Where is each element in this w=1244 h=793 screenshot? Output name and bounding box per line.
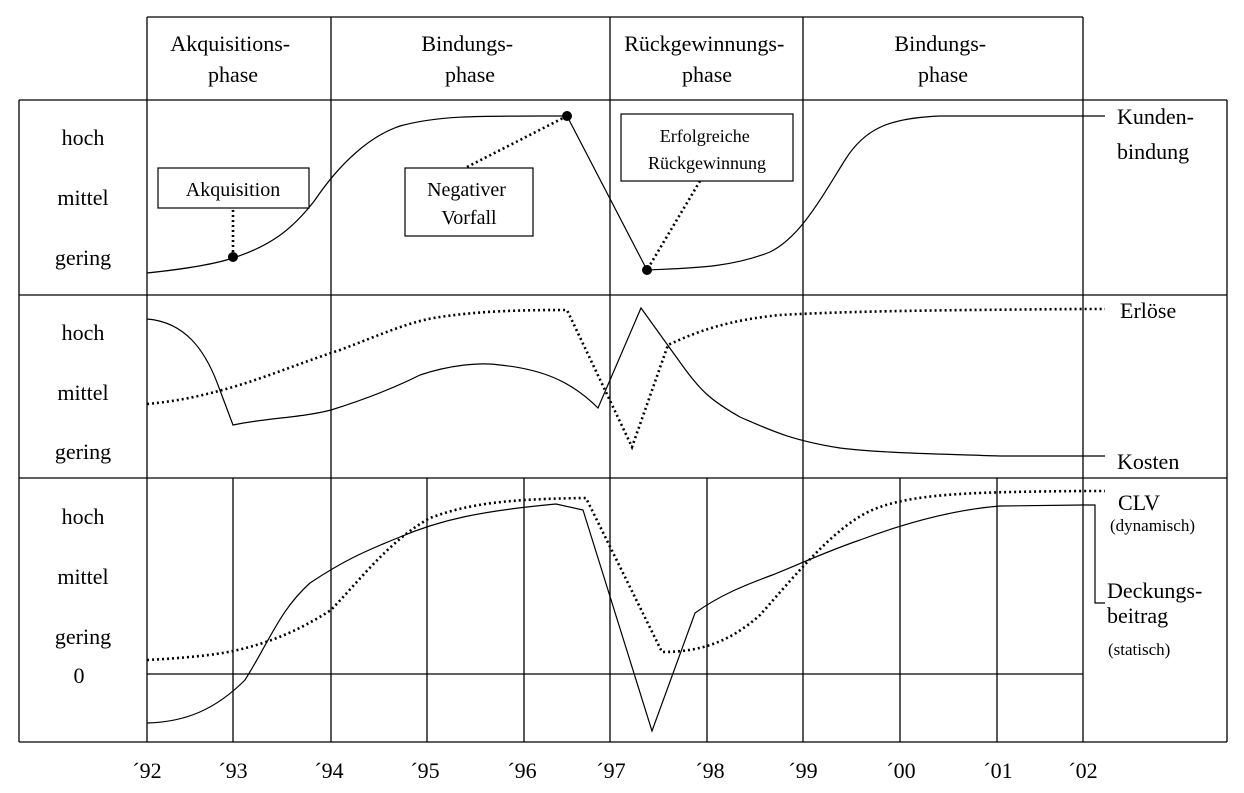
series-label-line: Deckungs- xyxy=(1107,578,1202,603)
phase-header-retention-2: Bindungs- phase xyxy=(894,31,991,87)
year-label-01: ´01 xyxy=(983,758,1012,783)
negativer-vorfall-connector xyxy=(466,114,568,169)
band3-level-mid: mittel xyxy=(57,564,108,589)
band-erloese-kosten: Erlöse Kosten xyxy=(146,298,1179,474)
phase-header-line: Akquisitions- xyxy=(170,31,290,56)
erloese-label: Erlöse xyxy=(1120,298,1176,323)
band2-level-mid: mittel xyxy=(57,380,108,405)
year-label-93: ´93 xyxy=(218,758,247,783)
year-label-99: ´99 xyxy=(788,758,817,783)
phase-header-line: phase xyxy=(918,62,968,87)
callout-line: Rückgewinnung xyxy=(648,153,766,173)
phase-headers: Akquisitions- phase Bindungs- phase Rück… xyxy=(170,31,991,87)
level-labels: hoch mittel gering hoch mittel gering ho… xyxy=(55,125,111,688)
band-kundenbindung: Akquisition Negativer Vorfall Erfolgreic… xyxy=(146,104,1199,275)
phase-header-retention-1: Bindungs- phase xyxy=(421,31,518,87)
deckungsbeitrag-label: Deckungs- beitrag xyxy=(1107,578,1208,628)
series-label-line: bindung xyxy=(1117,139,1189,164)
series-label-line: beitrag xyxy=(1107,603,1168,628)
band1-level-low: gering xyxy=(55,245,111,270)
year-label-97: ´97 xyxy=(596,758,625,783)
rueckgewinnung-callout: Erfolgreiche Rückgewinnung xyxy=(648,126,766,173)
phase-header-recovery: Rückgewinnungs- phase xyxy=(624,31,790,87)
phase-header-line: phase xyxy=(682,62,732,87)
akquisition-marker xyxy=(228,252,238,262)
year-label-00: ´00 xyxy=(886,758,915,783)
akquisition-callout-box xyxy=(157,167,310,209)
band3-level-zero: 0 xyxy=(74,663,85,688)
callout-line: Vorfall xyxy=(441,207,497,229)
callout-line: Negativer xyxy=(427,179,506,201)
year-label-92: ´92 xyxy=(132,758,161,783)
negativer-vorfall-callout: Negativer Vorfall xyxy=(427,179,511,229)
phase-header-acquisition: Akquisitions- phase xyxy=(170,31,295,87)
negativer-vorfall-marker xyxy=(562,111,572,121)
phase-header-line: phase xyxy=(445,62,495,87)
year-label-96: ´96 xyxy=(507,758,536,783)
band-clv-deckungsbeitrag: CLV (dynamisch) Deckungs- beitrag (stati… xyxy=(146,489,1208,733)
grid xyxy=(18,16,1228,743)
kundenbindung-label: Kunden- bindung xyxy=(1117,104,1199,164)
negativer-vorfall-callout-box xyxy=(404,167,534,237)
kundenbindung-curve xyxy=(146,115,1105,274)
clv-note: (dynamisch) xyxy=(1110,516,1195,535)
year-label-95: ´95 xyxy=(410,758,439,783)
clv-curve xyxy=(146,489,1105,662)
band3-level-low: gering xyxy=(55,624,111,649)
year-label-94: ´94 xyxy=(314,758,343,783)
phase-header-line: phase xyxy=(208,62,258,87)
year-label-98: ´98 xyxy=(695,758,724,783)
phase-header-line: Bindungs- xyxy=(894,31,986,56)
callout-line: Erfolgreiche xyxy=(660,126,750,146)
band1-level-high: hoch xyxy=(62,125,105,150)
clv-label: CLV xyxy=(1118,490,1160,515)
band2-level-low: gering xyxy=(55,439,111,464)
erloese-curve xyxy=(146,307,1105,451)
rueckgewinnung-marker xyxy=(642,265,652,275)
year-label-02: ´02 xyxy=(1068,758,1097,783)
kosten-curve xyxy=(146,306,1105,457)
rueckgewinnung-callout-box xyxy=(620,113,794,182)
kosten-label: Kosten xyxy=(1117,449,1179,474)
year-axis: ´92 ´93 ´94 ´95 ´96 ´97 ´98 ´99 ´00 ´01 … xyxy=(132,758,1097,783)
deckungsbeitrag-note: (statisch) xyxy=(1108,640,1170,659)
deckungsbeitrag-curve xyxy=(146,503,1105,733)
band2-level-high: hoch xyxy=(62,320,105,345)
phase-header-line: Rückgewinnungs- xyxy=(624,31,784,56)
band1-level-mid: mittel xyxy=(57,185,108,210)
phase-header-line: Bindungs- xyxy=(421,31,513,56)
series-label-line: Kunden- xyxy=(1117,104,1194,129)
akquisition-callout: Akquisition xyxy=(186,179,280,201)
rueckgewinnung-connector xyxy=(645,180,702,271)
band3-level-high: hoch xyxy=(62,504,105,529)
